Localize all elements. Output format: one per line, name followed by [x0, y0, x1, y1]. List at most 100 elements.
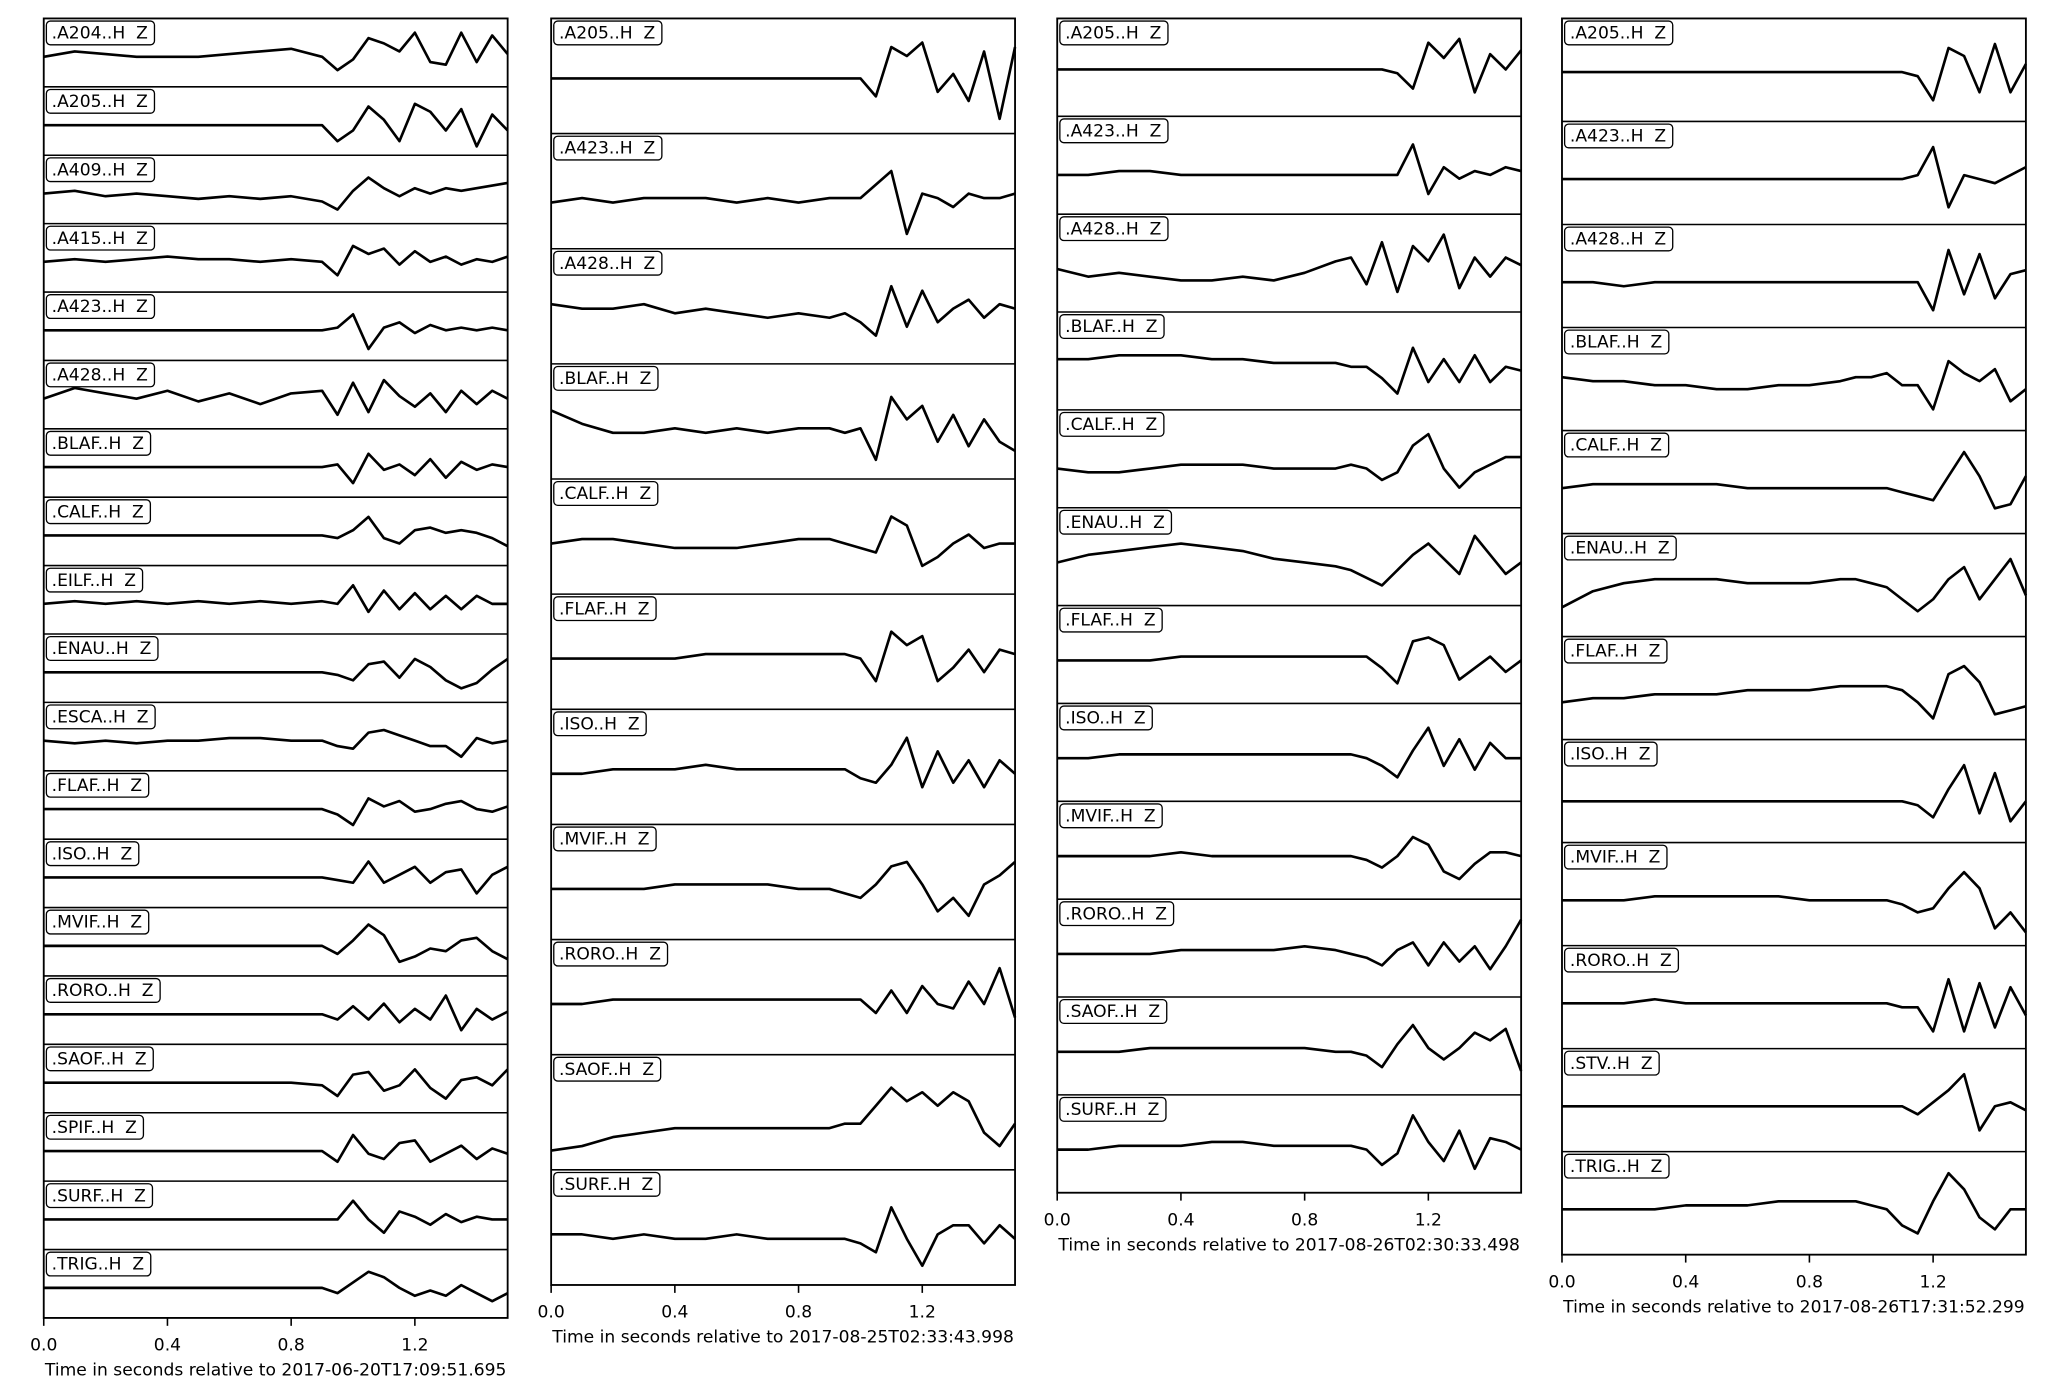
label-box — [45, 704, 156, 730]
trace — [1057, 1114, 1522, 1171]
trace-label: .SURF..H Z — [1059, 1096, 1167, 1122]
trace-label: .SAOF..H Z — [45, 1046, 154, 1072]
trace-label: .BLAF..H Z — [553, 365, 659, 391]
label-box — [553, 596, 657, 622]
trace-label: .MVIF..H Z — [1563, 844, 1668, 870]
trace — [43, 102, 509, 148]
trace-label: .ISO..H Z — [553, 711, 647, 737]
trace — [43, 797, 509, 827]
trace-name: .SAOF..H Z — [559, 1060, 654, 1080]
trace — [43, 452, 508, 485]
trace-name: .RORO..H Z — [1065, 904, 1167, 924]
trace-name: .A204..H Z — [52, 24, 148, 44]
trace — [1057, 726, 1522, 779]
trace-label: .RORO..H Z — [553, 941, 669, 967]
trace-label: .CALF..H Z — [45, 499, 152, 525]
x-tick-label: 0.0 — [538, 1303, 565, 1323]
trace-name: .A423..H Z — [52, 297, 148, 317]
x-tick-label: 0.8 — [785, 1303, 812, 1323]
trace-name: .RORO..H Z — [52, 981, 154, 1001]
trace-name: .A428..H Z — [1065, 219, 1161, 239]
trace-name: .EILF..H Z — [52, 571, 136, 591]
trace-label: .SPIF..H Z — [45, 1114, 145, 1140]
plot-frame — [42, 17, 509, 1319]
trace-name: .ESCA..H Z — [52, 708, 149, 728]
trace — [1057, 918, 1523, 971]
trace-name: .MVIF..H Z — [559, 830, 649, 850]
trace-label: .RORO..H Z — [1059, 901, 1175, 927]
plot-frame — [1561, 17, 2027, 1256]
trace — [43, 31, 509, 72]
x-axis-label: Time in seconds relative to 2017-08-26T1… — [1562, 1297, 2025, 1317]
label-box — [45, 1251, 152, 1277]
label-box — [1059, 1096, 1167, 1122]
trace-label: .A205..H Z — [553, 20, 663, 46]
trace — [43, 657, 509, 690]
trace — [551, 630, 1016, 683]
trace — [1057, 346, 1522, 395]
trace-name: .A415..H Z — [52, 229, 148, 249]
trace-name: .A423..H Z — [1065, 121, 1161, 141]
label-box — [553, 711, 647, 737]
trace-name: .MVIF..H Z — [1570, 848, 1660, 868]
trace-name: .TRIG..H Z — [1570, 1157, 1663, 1177]
label-box — [1563, 20, 1674, 46]
x-tick-label: 0.4 — [661, 1303, 688, 1323]
trace-label: .BLAF..H Z — [1059, 313, 1165, 340]
trace — [43, 994, 509, 1032]
trace — [1057, 835, 1522, 881]
label-box — [1059, 313, 1165, 340]
trace-name: .BLAF..H Z — [52, 434, 144, 454]
trace-name: .STV..H Z — [1570, 1054, 1653, 1074]
trace — [551, 966, 1017, 1018]
label-box — [1059, 20, 1169, 46]
label-box — [45, 567, 144, 593]
trace-name: .ISO..H Z — [1065, 709, 1146, 729]
trace-label: .ENAU..H Z — [45, 635, 159, 662]
trace-name: .SAOF..H Z — [1065, 1002, 1160, 1022]
label-box — [553, 1171, 661, 1197]
trace-name: .A205..H Z — [52, 92, 148, 112]
trace-label: .A428..H Z — [1059, 216, 1169, 242]
label-box — [45, 1114, 145, 1140]
trace — [1561, 1171, 2026, 1235]
trace-name: .SURF..H Z — [559, 1175, 653, 1195]
trace-name: .ISO..H Z — [1570, 745, 1651, 765]
trace — [1561, 557, 2028, 613]
label-box — [45, 977, 161, 1003]
label-box — [45, 909, 150, 935]
trace — [1057, 143, 1522, 196]
trace-name: .FLAF..H Z — [1570, 642, 1660, 662]
trace-label: .A204..H Z — [45, 20, 156, 46]
trace-label: .A428..H Z — [1563, 226, 1674, 252]
trace-label: .CALF..H Z — [1059, 411, 1165, 437]
trace-name: .CALF..H Z — [52, 502, 144, 522]
trace-label: .ISO..H Z — [1059, 705, 1153, 731]
trace-name: .A428..H Z — [52, 366, 148, 386]
trace-name: .A205..H Z — [559, 24, 655, 44]
trace-label: .A423..H Z — [45, 294, 156, 320]
trace — [1561, 870, 2027, 934]
label-box — [45, 499, 152, 525]
trace-name: .FLAF..H Z — [52, 776, 142, 796]
label-box — [553, 135, 663, 161]
x-axis-label: Time in seconds relative to 2017-06-20T1… — [44, 1361, 507, 1381]
trace-name: .SURF..H Z — [52, 1186, 146, 1206]
label-box — [1059, 901, 1175, 927]
trace — [43, 728, 508, 759]
trace-name: .A205..H Z — [1065, 24, 1161, 44]
trace-name: .CALF..H Z — [1065, 415, 1157, 435]
trace-label: .RORO..H Z — [1563, 947, 1680, 973]
trace — [1561, 145, 2027, 209]
trace-name: .MVIF..H Z — [1065, 806, 1155, 826]
trace-name: .A205..H Z — [1570, 24, 1666, 44]
trace-label: .MVIF..H Z — [553, 826, 657, 852]
trace-name: .ENAU..H Z — [1570, 539, 1670, 559]
label-box — [1563, 123, 1674, 149]
trace — [43, 176, 508, 211]
trace-label: .MVIF..H Z — [1059, 803, 1163, 829]
trace-label: .FLAF..H Z — [553, 596, 657, 622]
label-box — [45, 362, 156, 388]
label-box — [45, 1046, 154, 1072]
